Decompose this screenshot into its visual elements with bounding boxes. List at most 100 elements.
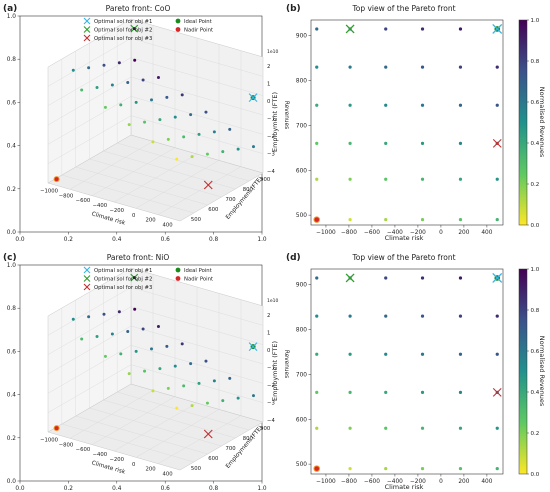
legend-label: Ideal Point (184, 268, 212, 274)
data-point (205, 152, 209, 156)
grid-line (117, 142, 250, 182)
data-point (384, 467, 388, 471)
y-tick-label: 500 (191, 217, 202, 223)
x-tick-label: 400 (481, 230, 492, 236)
data-point (133, 307, 137, 311)
data-point (143, 369, 147, 373)
obj3-optimum-marker-stroke (203, 180, 213, 190)
z-tick-label: 1 (267, 330, 270, 336)
data-point (458, 141, 463, 145)
z-tick-label: −1 (267, 366, 275, 372)
obj2-optimum-marker-stroke (345, 24, 355, 34)
panel-label: (d) (286, 253, 301, 263)
x-tick-label: 0 (439, 479, 443, 485)
chart-title: Top view of the Pareto front (351, 253, 455, 262)
data-point (134, 349, 138, 353)
frame-x-tick-label: 0.0 (15, 237, 25, 243)
data-point (102, 312, 106, 316)
y-tick-label: 700 (296, 123, 307, 129)
data-point (197, 381, 201, 385)
data-point (251, 394, 255, 398)
frame-y-tick-label: 0.8 (7, 306, 17, 312)
obj3-optimum-marker (203, 429, 213, 439)
data-point (315, 352, 319, 356)
data-point (103, 354, 107, 358)
z-tick-label: −2 (267, 134, 275, 140)
data-point (221, 399, 225, 403)
legend-marker (175, 267, 181, 273)
legend-marker (175, 27, 181, 32)
x-tick-label: −400 (93, 452, 108, 458)
x-tick-label: −600 (76, 447, 91, 453)
legend-label: Optimal sol for obj #1 (94, 268, 152, 274)
data-point (420, 314, 425, 318)
data-point (182, 135, 186, 139)
data-point (189, 362, 193, 366)
data-point (150, 98, 154, 102)
x-tick-label: −800 (59, 193, 74, 199)
legend-marker-stroke (83, 17, 91, 25)
legend-marker-stroke (83, 34, 91, 42)
data-point (495, 103, 499, 107)
x-tick-label: 400 (162, 223, 173, 229)
data-point (151, 140, 155, 144)
data-point (495, 218, 499, 222)
x-tick-label: 200 (146, 467, 157, 473)
y-tick-label: 900 (260, 426, 271, 432)
chart-title: Pareto front: CoO (106, 4, 171, 13)
legend-marker (83, 34, 91, 42)
data-point (126, 330, 130, 334)
data-point (165, 95, 169, 99)
obj3-optimum-marker-stroke (492, 138, 502, 148)
legend-marker-stroke (83, 266, 91, 274)
x-tick-label: 200 (458, 479, 469, 485)
x-tick-label: −200 (410, 230, 426, 236)
data-point (134, 100, 138, 104)
frame-x-tick-label: 1.0 (257, 237, 267, 243)
obj2-point (132, 27, 136, 31)
panel-label: (a) (3, 4, 17, 14)
data-point (212, 130, 216, 134)
data-point (458, 314, 463, 318)
z-tick-label: 1 (267, 81, 270, 87)
grid-line (47, 38, 132, 87)
data-point (458, 103, 463, 107)
grid-line (130, 38, 264, 77)
obj1-optimum-marker-stroke (492, 24, 503, 34)
y-tick-label: 700 (226, 197, 237, 203)
z-tick-label: −4 (267, 418, 275, 424)
data-point (173, 115, 177, 119)
data-point (158, 367, 162, 371)
y-tick-label: 800 (296, 79, 307, 85)
data-point (495, 65, 499, 69)
data-point (315, 390, 319, 394)
legend-label: Optimal sol for obj #1 (94, 19, 152, 25)
obj2-optimum-marker (345, 273, 355, 283)
data-point (141, 327, 145, 331)
y-tick-label: 900 (296, 283, 307, 289)
z-tick-label: −3 (267, 401, 275, 407)
data-point (175, 406, 179, 410)
z-tick-label: −2 (267, 383, 275, 389)
legend-label: Optimal sol for obj #3 (94, 36, 152, 42)
data-point (458, 426, 463, 430)
frame-y-tick-label: 0.8 (7, 57, 17, 63)
data-point (127, 372, 131, 376)
data-point (348, 467, 352, 471)
data-point (141, 78, 145, 82)
colorbar-label: Normalised Revenues (538, 336, 546, 407)
data-point (182, 384, 186, 388)
frame-y-tick-label: 0.0 (7, 230, 17, 236)
y-tick-label: 600 (208, 456, 219, 462)
z-tick-label: 2 (267, 64, 270, 70)
data-point (165, 344, 169, 348)
legend-marker (83, 283, 91, 291)
data-point (384, 218, 388, 222)
data-point (102, 63, 106, 67)
obj1-optimum-marker (492, 24, 503, 34)
data-point (315, 426, 319, 430)
data-point (384, 352, 388, 356)
data-point (420, 352, 425, 356)
grid-line (130, 287, 264, 326)
